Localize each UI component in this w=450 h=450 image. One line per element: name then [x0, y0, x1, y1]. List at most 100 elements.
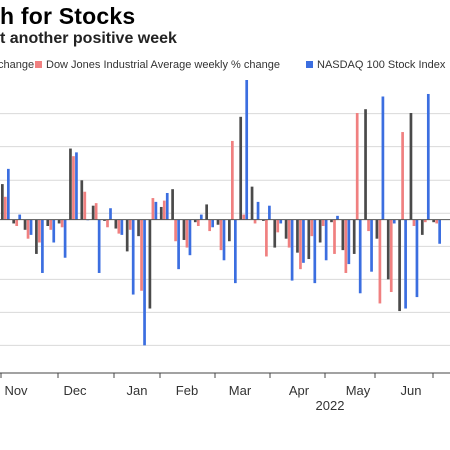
bar-dow-jones [162, 200, 166, 220]
bar-nasdaq [52, 219, 56, 243]
legend-item-dow-jones: Dow Jones Industrial Average weekly % ch… [35, 59, 280, 71]
bar-nasdaq [131, 219, 135, 295]
x-tick-label: Dec [63, 383, 87, 398]
bar-change [352, 219, 356, 254]
x-tick-label: Feb [176, 383, 198, 398]
bar-change [148, 219, 152, 309]
bar-dow-jones [140, 219, 143, 291]
bar-dow-jones [310, 219, 314, 237]
bar-change [409, 113, 413, 220]
bar-change [341, 219, 345, 251]
bar-dow-jones [219, 219, 223, 251]
bar-nasdaq [211, 219, 214, 228]
bar-nasdaq [290, 219, 294, 281]
bar-change [250, 186, 254, 220]
bar-nasdaq [97, 219, 101, 273]
bar-nasdaq [313, 219, 317, 284]
bar-dow-jones [299, 219, 302, 270]
bar-dow-jones [355, 113, 359, 220]
bar-change [205, 204, 208, 220]
bar-dow-jones [231, 140, 234, 220]
x-year-label: 2022 [316, 398, 345, 413]
bar-nasdaq [392, 219, 396, 224]
bar-change [57, 219, 61, 224]
bar-change [330, 219, 333, 223]
bar-dow-jones [344, 219, 348, 273]
bar-change [23, 219, 27, 230]
bar-nasdaq [188, 219, 192, 256]
bar-nasdaq [18, 214, 22, 220]
bar-nasdaq [415, 219, 419, 298]
bar-dow-jones [412, 219, 416, 226]
bar-nasdaq [143, 219, 146, 346]
bar-dow-jones [15, 219, 19, 226]
bar-change [91, 205, 95, 220]
bar-change [284, 219, 288, 239]
bar-change [182, 219, 186, 240]
bar-change [69, 148, 72, 220]
bar-change [432, 219, 435, 223]
bar-dow-jones [265, 219, 268, 257]
chart-title: h for Stocks [0, 3, 136, 29]
bar-nasdaq [336, 215, 339, 220]
bar-change [35, 219, 38, 254]
bar-change [114, 219, 118, 229]
bar-dow-jones [72, 156, 75, 220]
bar-dow-jones [242, 214, 246, 220]
bar-change [216, 219, 220, 225]
bar-nasdaq [324, 219, 328, 261]
bar-dow-jones [389, 219, 393, 293]
bar-nasdaq [245, 80, 249, 220]
bar-nasdaq [438, 219, 441, 244]
bar-nasdaq [7, 168, 10, 220]
bar-dow-jones [38, 219, 41, 243]
bar-nasdaq [347, 219, 351, 265]
bar-nasdaq [154, 201, 158, 220]
bar-change [296, 219, 299, 253]
bar-change [273, 219, 277, 248]
bar-dow-jones [26, 219, 30, 239]
bar-dow-jones [128, 219, 132, 230]
x-tick-label: Jun [401, 383, 422, 398]
bar-nasdaq [268, 205, 271, 220]
bar-change [193, 219, 197, 223]
bar-nasdaq [302, 219, 305, 263]
legend-label-change: change [0, 59, 35, 71]
bar-dow-jones [401, 132, 404, 220]
bar-dow-jones [4, 196, 7, 220]
bar-change [307, 219, 311, 260]
bar-change [125, 219, 129, 252]
bar-change [239, 116, 243, 220]
bar-change [386, 219, 390, 280]
chart-subtitle: t another positive week [0, 30, 177, 47]
bar-dow-jones [174, 219, 177, 242]
bar-nasdaq [199, 214, 203, 220]
bar-nasdaq [222, 219, 226, 261]
bar-change [262, 219, 265, 221]
bar-dow-jones [196, 219, 200, 226]
x-tick-label: Jan [127, 383, 148, 398]
x-tick-label: Apr [289, 383, 310, 398]
legend-swatch-dow-jones [35, 61, 42, 68]
bar-nasdaq [120, 219, 124, 235]
bar-nasdaq [41, 219, 44, 273]
bar-change [1, 184, 4, 220]
x-tick-label: Mar [229, 383, 252, 398]
bar-dow-jones [60, 219, 64, 228]
bar-dow-jones [208, 219, 211, 232]
bar-dow-jones [287, 219, 291, 248]
bar-dow-jones [49, 219, 53, 230]
bar-nasdaq [29, 219, 33, 235]
bar-change [420, 219, 424, 235]
bar-dow-jones [253, 219, 257, 224]
legend-label-nasdaq: NASDAQ 100 Stock Index [317, 59, 446, 71]
x-tick-label: Nov [4, 383, 28, 398]
bar-nasdaq [404, 219, 407, 309]
bar-nasdaq [177, 219, 180, 270]
bar-dow-jones [106, 219, 109, 228]
bar-dow-jones [321, 219, 325, 226]
bar-change [137, 219, 140, 237]
bar-change [398, 219, 401, 312]
bar-dow-jones [185, 219, 189, 248]
bar-dow-jones [378, 219, 382, 304]
